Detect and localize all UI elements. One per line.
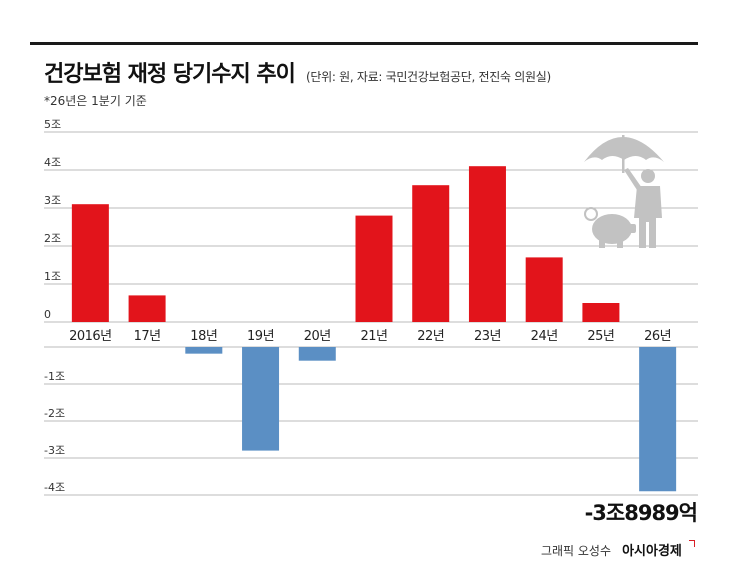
person-arm-icon [624,168,642,190]
coin-icon [584,207,598,221]
category-label: 24년 [531,329,558,344]
bar [412,185,450,322]
chart-subtitle: (단위: 원, 자료: 국민건강보험공단, 전진숙 의원실) [305,70,551,84]
piggy-leg-icon [617,239,623,248]
piggy-bank-icon [592,214,632,244]
y-tick-label: 4조 [44,156,61,169]
category-label: 19년 [247,329,274,344]
y-tick-label: 5조 [44,118,61,131]
bar [185,347,223,354]
credit: 그래픽 오성수 아시아경제 [541,540,695,559]
bar [71,204,109,322]
piggy-snout-icon [629,224,636,233]
bar [128,295,166,322]
bar [298,347,336,361]
bar [582,303,620,322]
callout-value: -3조8989억 [584,501,698,525]
category-label: 17년 [134,329,161,344]
title-row: 건강보험 재정 당기수지 추이 (단위: 원, 자료: 국민건강보험공단, 전진… [44,56,551,88]
category-label: 26년 [644,329,671,344]
category-label: 22년 [417,329,444,344]
y-tick-label: 3조 [44,194,61,207]
y-tick-label: 0 [44,308,51,321]
category-label: 21년 [360,329,387,344]
chart-note: *26년은 1분기 기준 [44,94,147,108]
bar [468,166,506,322]
category-label: 25년 [587,329,614,344]
category-label: 23년 [474,329,501,344]
category-label: 18년 [190,329,217,344]
y-tick-label: 1조 [44,270,61,283]
umbrella-handle-icon [622,135,625,173]
bar [525,257,563,322]
category-label: 20년 [304,329,331,344]
y-tick-label: 2조 [44,232,61,245]
y-tick-label: -4조 [44,481,65,494]
person-body-icon [634,186,662,248]
brand-mark-icon [689,540,695,547]
piggy-leg-icon [599,239,605,248]
person-head-icon [641,169,655,183]
y-tick-label: -3조 [44,444,65,457]
y-tick-label: -1조 [44,370,65,383]
category-label: 2016년 [69,329,112,344]
y-tick-label: -2조 [44,407,65,420]
credit-brand: 아시아경제 [622,544,682,559]
bar [355,215,393,322]
bar [639,347,677,492]
chart-title: 건강보험 재정 당기수지 추이 [44,62,296,87]
credit-graphic: 그래픽 오성수 [540,544,611,558]
bar [242,347,280,451]
top-rule [30,42,698,45]
